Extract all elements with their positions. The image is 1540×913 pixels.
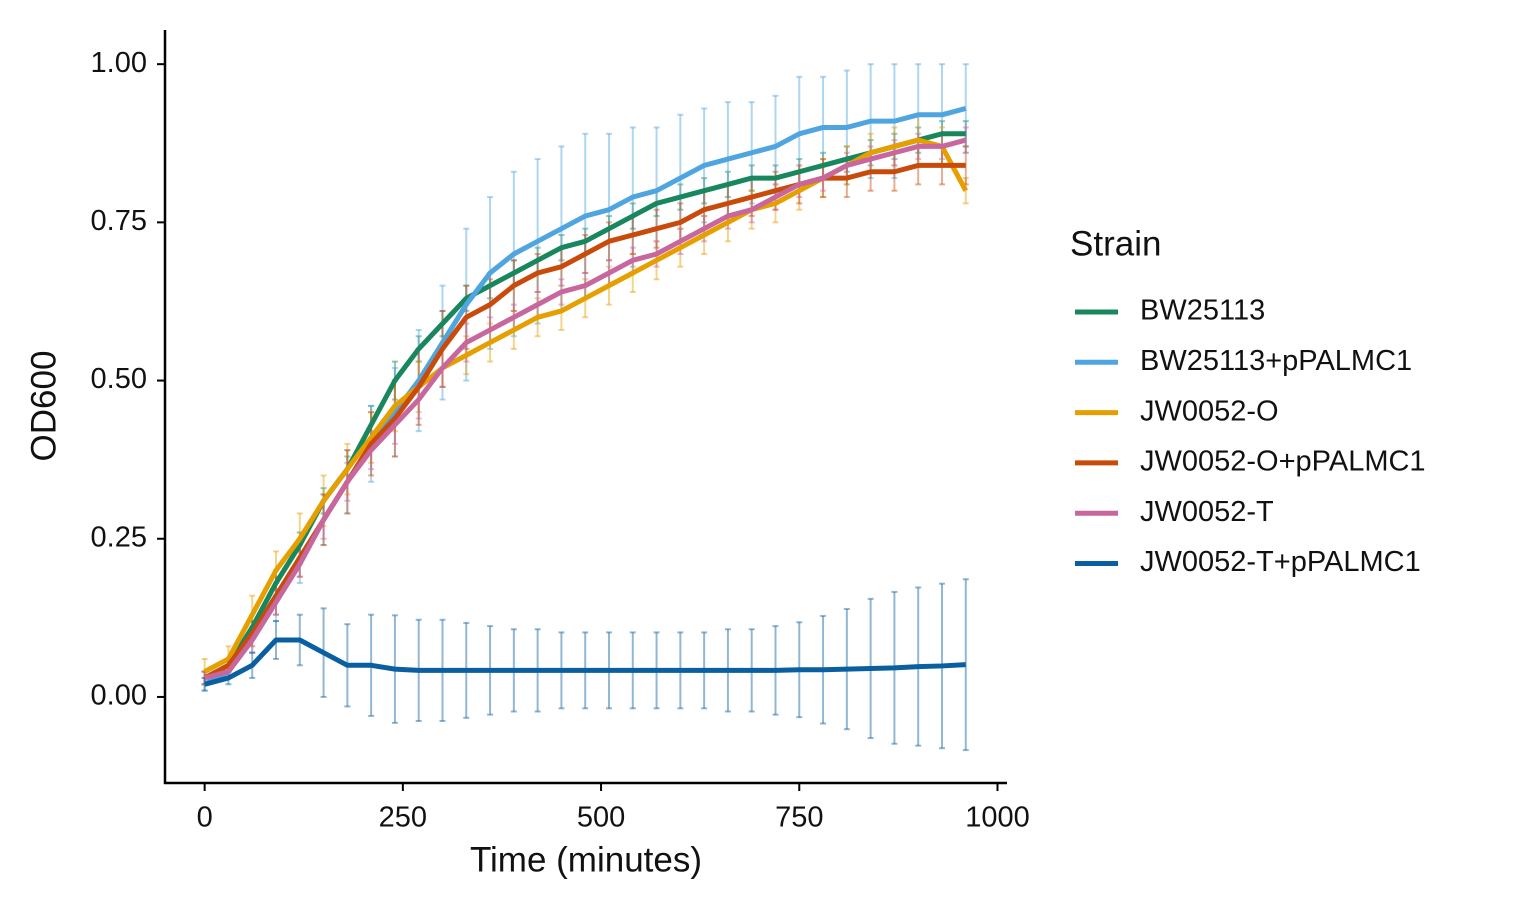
series-line — [203, 137, 967, 681]
y-tick-label: 0.25 — [91, 521, 147, 553]
x-tick-label: 1000 — [965, 802, 1030, 834]
x-tick-label: 250 — [379, 802, 427, 834]
legend-title: Strain — [1070, 224, 1161, 263]
legend-label: JW0052-T+pPALMC1 — [1140, 546, 1421, 578]
y-tick-label: 0.75 — [91, 205, 147, 237]
x-axis-title: Time (minutes) — [470, 840, 702, 879]
y-axis-title: OD600 — [24, 351, 63, 462]
legend-label: JW0052-O+pPALMC1 — [1140, 446, 1426, 478]
x-tick-label: 500 — [577, 802, 625, 834]
x-tick-label: 0 — [197, 802, 213, 834]
y-tick-label: 0.50 — [91, 363, 147, 395]
legend-label: BW25113+pPALMC1 — [1140, 345, 1412, 377]
series-line — [203, 637, 966, 687]
y-tick-label: 0.00 — [91, 680, 147, 712]
x-tick-label: 750 — [775, 802, 823, 834]
legend-label: JW0052-T — [1140, 496, 1274, 528]
legend-label: BW25113 — [1140, 295, 1265, 327]
legend-label: JW0052-O — [1140, 395, 1279, 427]
y-tick-label: 1.00 — [91, 47, 147, 79]
